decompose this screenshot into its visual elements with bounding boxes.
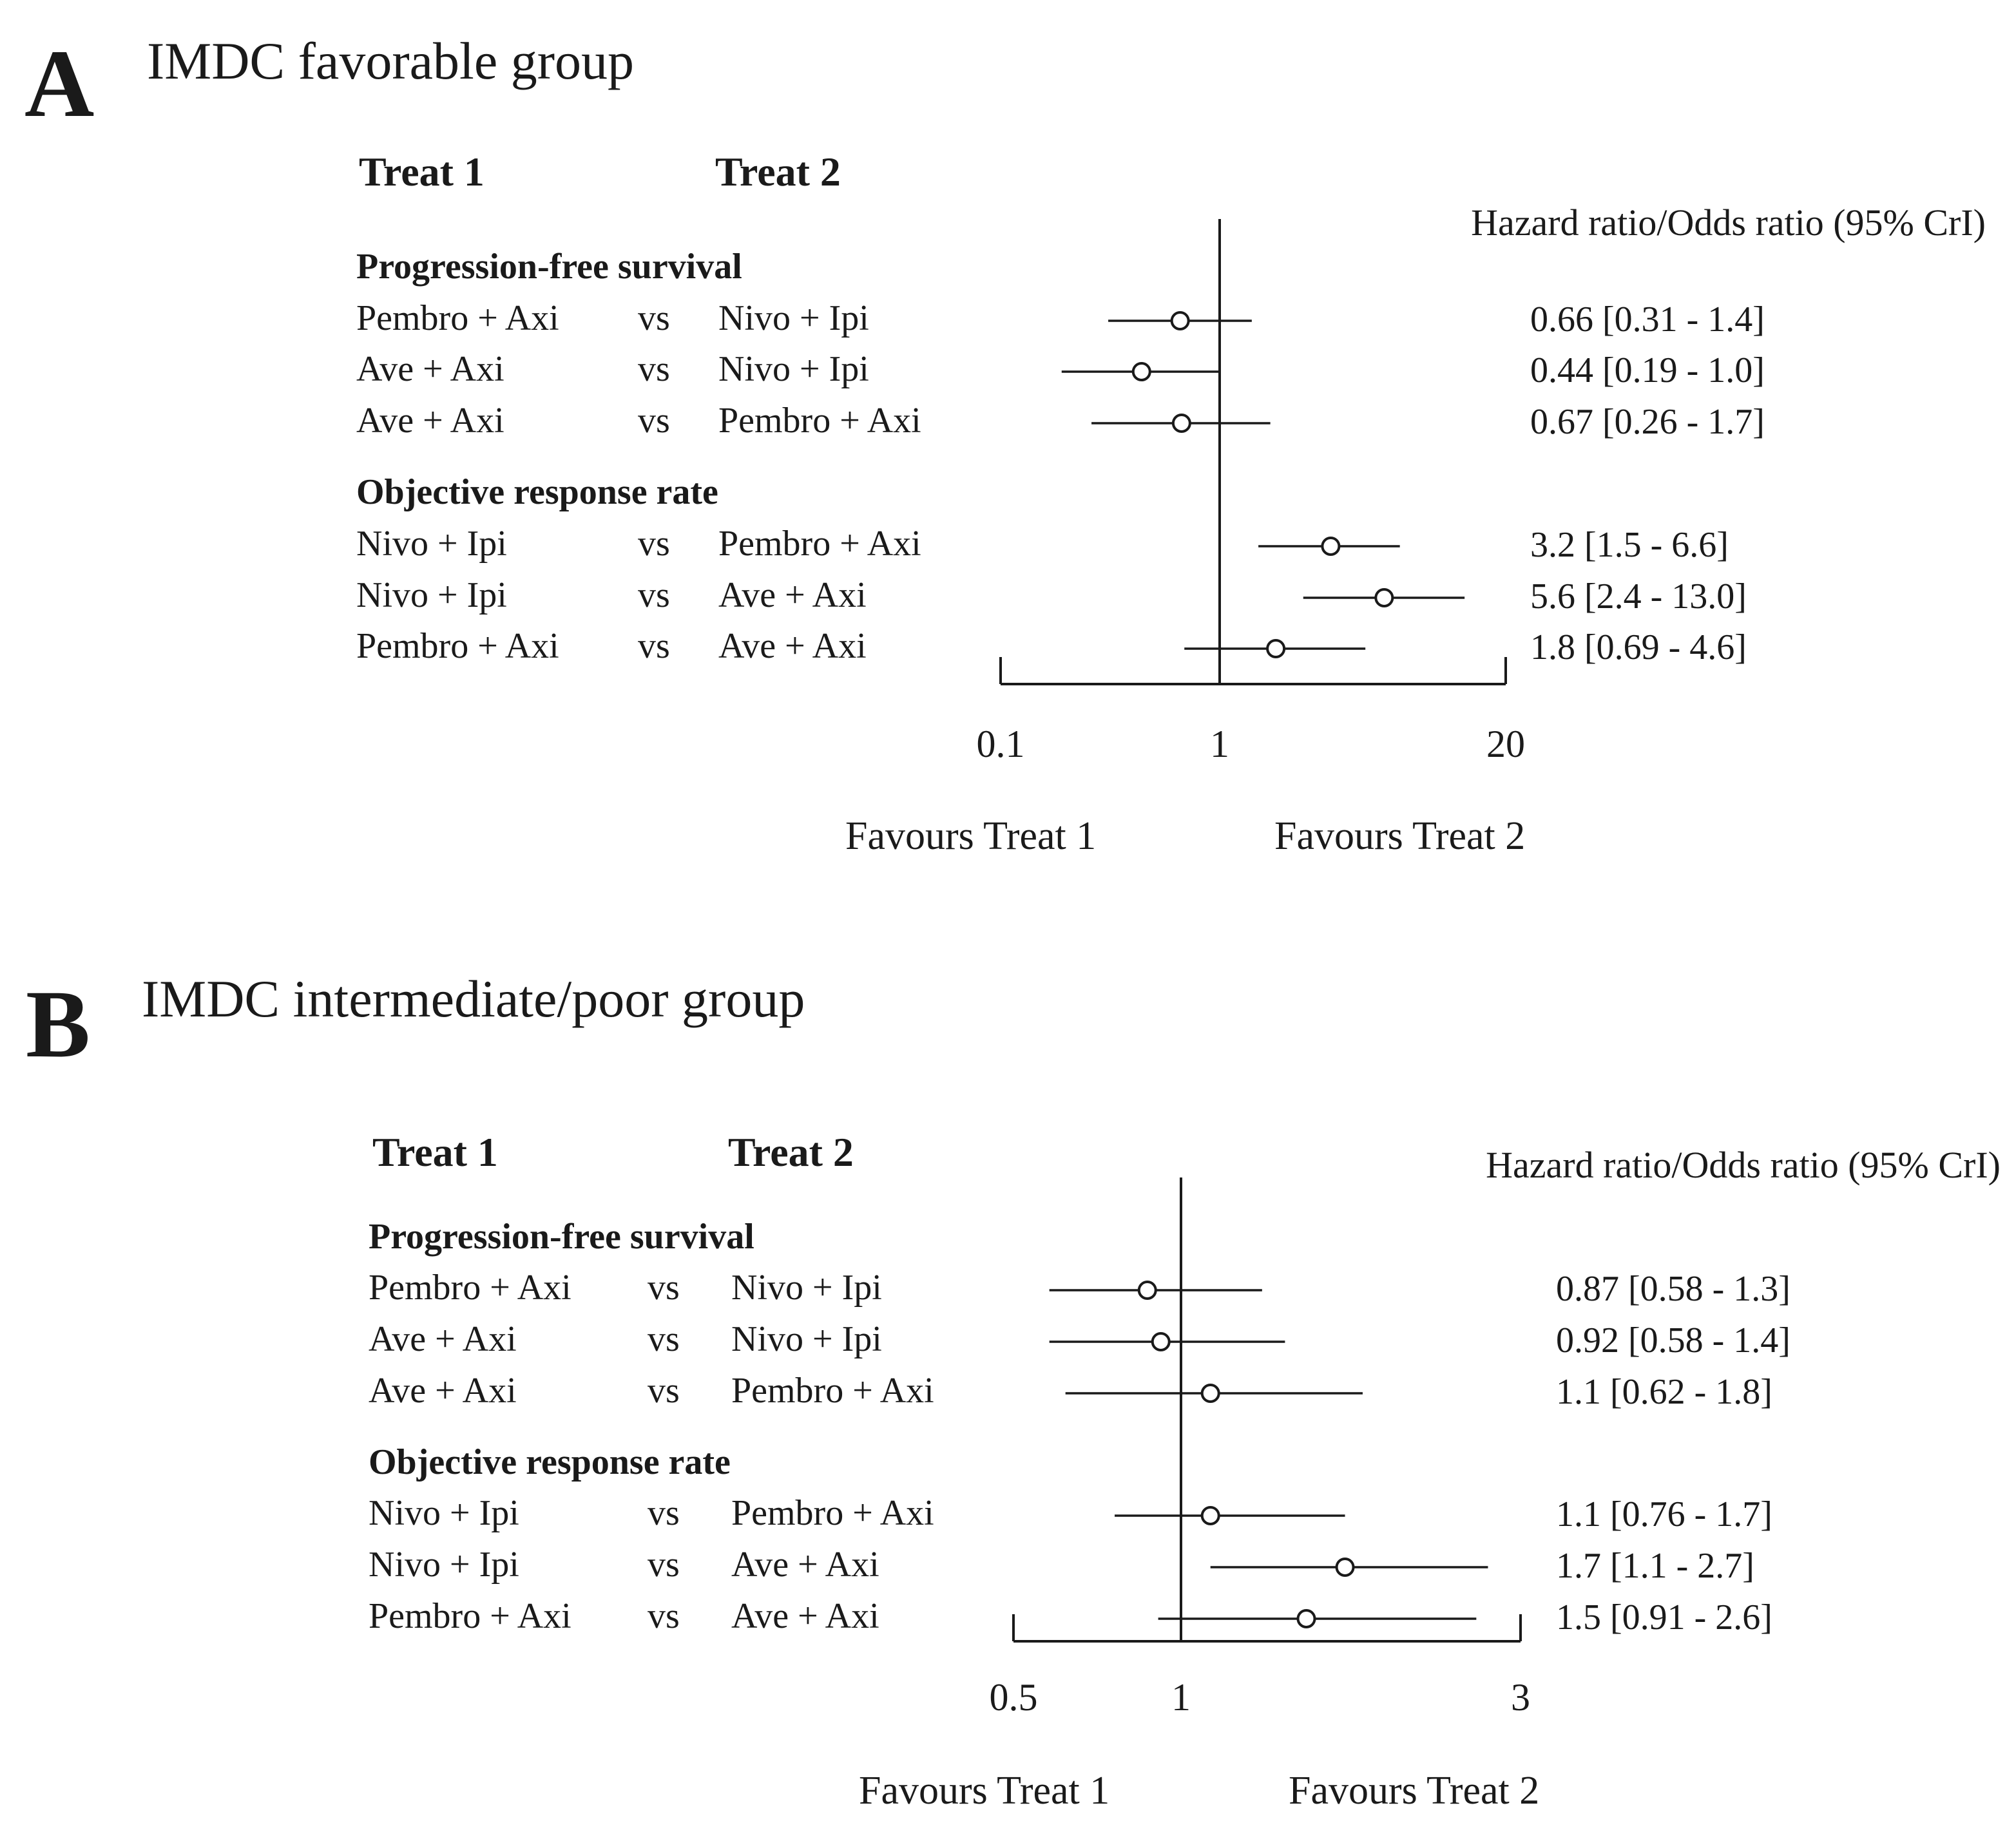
favours-treat1-label: Favours Treat 1: [845, 814, 1096, 858]
point-estimate-marker: [1151, 1332, 1171, 1351]
panel-a: A IMDC favorable group Treat 1 Treat 2 Hazar…: [24, 30, 1986, 858]
point-estimate-marker: [1137, 1281, 1157, 1300]
x-tick-label: 1: [1171, 1676, 1191, 1719]
treat2-column-header: Treat 2: [715, 149, 841, 195]
estimate-label: 0.87 [0.58 - 1.3]: [1556, 1269, 1790, 1309]
treat2-name: Ave + Axi: [731, 1545, 879, 1585]
estimate-label: 1.1 [0.76 - 1.7]: [1556, 1494, 1772, 1534]
point-estimate-marker: [1335, 1558, 1355, 1577]
point-estimate-marker: [1171, 414, 1191, 433]
vs-label: vs: [648, 1371, 680, 1411]
treat2-name: Ave + Axi: [731, 1596, 879, 1636]
treat2-name: Nivo + Ipi: [718, 349, 869, 389]
panel-title: IMDC favorable group: [147, 32, 634, 90]
treat1-column-header: Treat 1: [359, 149, 485, 195]
treat2-name: Pembro + Axi: [731, 1493, 934, 1533]
treat2-column-header: Treat 2: [728, 1129, 854, 1175]
section-heading: Progression-free survival: [356, 247, 742, 287]
x-tick-label: 3: [1511, 1676, 1530, 1719]
treat1-column-header: Treat 1: [372, 1129, 498, 1175]
estimate-label: 1.1 [0.62 - 1.8]: [1556, 1372, 1772, 1412]
treat2-name: Ave + Axi: [718, 626, 867, 666]
treat1-name: Pembro + Axi: [369, 1268, 571, 1308]
vs-label: vs: [648, 1268, 680, 1308]
point-estimate-marker: [1374, 588, 1394, 607]
vs-label: vs: [648, 1493, 680, 1533]
panel-letter: A: [24, 30, 94, 137]
treat2-name: Pembro + Axi: [718, 401, 921, 441]
point-estimate-marker: [1131, 362, 1151, 381]
vs-label: vs: [648, 1545, 680, 1585]
x-tick-label: 0.1: [977, 723, 1025, 765]
vs-label: vs: [648, 1596, 680, 1636]
estimate-label: 1.5 [0.91 - 2.6]: [1556, 1597, 1772, 1637]
treat2-name: Nivo + Ipi: [731, 1268, 882, 1308]
estimate-label: 1.7 [1.1 - 2.7]: [1556, 1546, 1754, 1586]
treat1-name: Ave + Axi: [369, 1371, 517, 1411]
vs-label: vs: [638, 575, 670, 615]
treat1-name: Ave + Axi: [356, 349, 504, 389]
section-heading: Progression-free survival: [369, 1217, 754, 1257]
estimate-label: 1.8 [0.69 - 4.6]: [1530, 627, 1747, 667]
estimate-label: 0.66 [0.31 - 1.4]: [1530, 300, 1765, 339]
vs-label: vs: [638, 349, 670, 389]
panel-b: B IMDC intermediate/poor group Treat 1 Trea…: [26, 969, 2001, 1813]
section-heading: Objective response rate: [356, 472, 718, 512]
treat1-name: Pembro + Axi: [356, 298, 559, 338]
vs-label: vs: [638, 298, 670, 338]
treat2-name: Ave + Axi: [718, 575, 867, 615]
favours-treat1-label: Favours Treat 1: [859, 1769, 1109, 1813]
point-estimate-marker: [1200, 1506, 1220, 1525]
point-estimate-marker: [1321, 537, 1341, 556]
treat2-name: Nivo + Ipi: [731, 1319, 882, 1359]
estimate-label: 0.92 [0.58 - 1.4]: [1556, 1320, 1790, 1360]
treat1-name: Nivo + Ipi: [356, 575, 507, 615]
point-estimate-marker: [1170, 311, 1190, 330]
point-estimate-marker: [1266, 639, 1286, 658]
x-tick-label: 0.5: [990, 1676, 1038, 1719]
section-heading: Objective response rate: [369, 1442, 731, 1482]
treat1-name: Pembro + Axi: [356, 626, 559, 666]
estimate-label: 0.44 [0.19 - 1.0]: [1530, 350, 1765, 390]
x-tick-label: 1: [1210, 723, 1229, 765]
estimate-column-header: Hazard ratio/Odds ratio (95% CrI): [1471, 202, 1986, 243]
favours-treat2-label: Favours Treat 2: [1274, 814, 1525, 858]
treat1-name: Nivo + Ipi: [356, 524, 507, 564]
treat2-name: Nivo + Ipi: [718, 298, 869, 338]
estimate-label: 5.6 [2.4 - 13.0]: [1530, 577, 1747, 616]
vs-label: vs: [638, 626, 670, 666]
estimate-label: 3.2 [1.5 - 6.6]: [1530, 525, 1729, 565]
treat1-name: Ave + Axi: [369, 1319, 517, 1359]
estimate-label: 0.67 [0.26 - 1.7]: [1530, 402, 1765, 442]
treat1-name: Pembro + Axi: [369, 1596, 571, 1636]
treat1-name: Ave + Axi: [356, 401, 504, 441]
point-estimate-marker: [1296, 1609, 1316, 1628]
treat2-name: Pembro + Axi: [731, 1371, 934, 1411]
x-tick-label: 20: [1486, 723, 1525, 765]
panel-title: IMDC intermediate/poor group: [142, 969, 805, 1028]
estimate-column-header: Hazard ratio/Odds ratio (95% CrI): [1486, 1144, 2001, 1186]
point-estimate-marker: [1200, 1384, 1220, 1403]
treat1-name: Nivo + Ipi: [369, 1545, 519, 1585]
treat2-name: Pembro + Axi: [718, 524, 921, 564]
treat1-name: Nivo + Ipi: [369, 1493, 519, 1533]
panel-letter: B: [26, 971, 90, 1078]
vs-label: vs: [638, 401, 670, 441]
favours-treat2-label: Favours Treat 2: [1289, 1769, 1539, 1813]
vs-label: vs: [638, 524, 670, 564]
vs-label: vs: [648, 1319, 680, 1359]
